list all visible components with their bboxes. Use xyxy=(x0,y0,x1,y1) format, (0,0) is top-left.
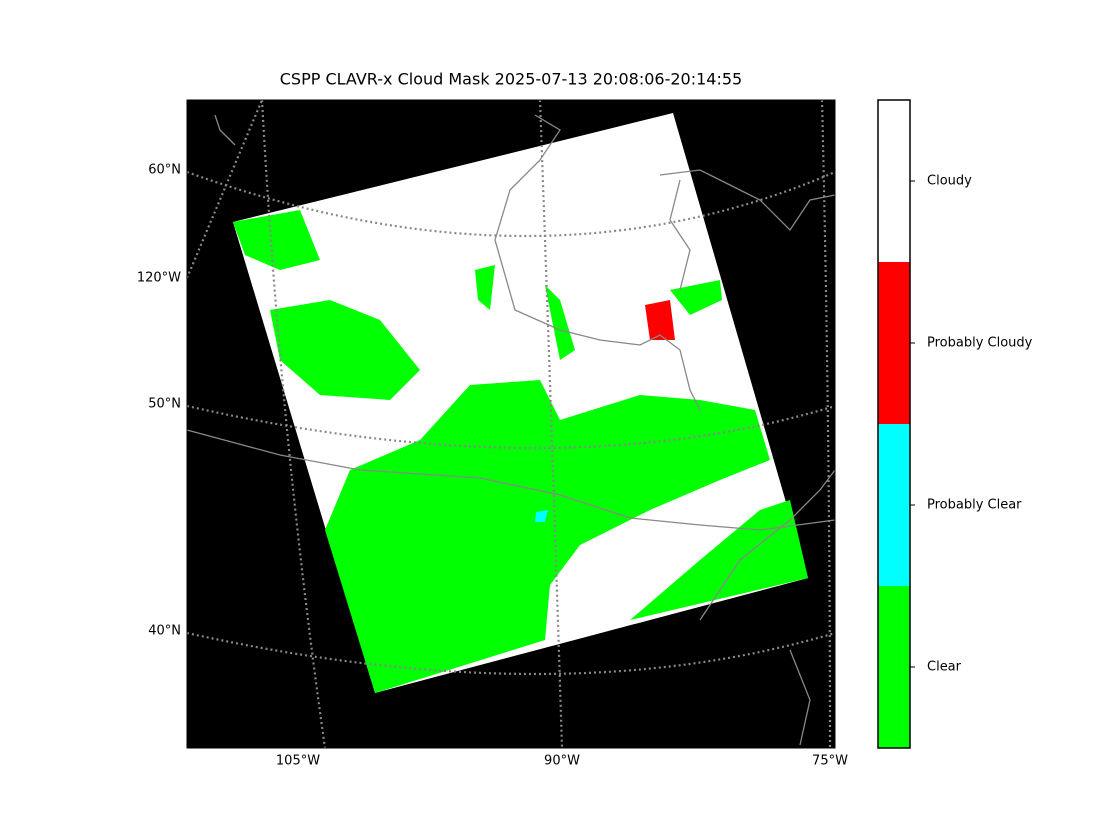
map-frame xyxy=(186,99,836,749)
map-label: 60°N xyxy=(148,163,181,178)
coastline xyxy=(494,114,701,411)
map-label: 40°N xyxy=(148,624,181,639)
map-label: 50°N xyxy=(148,397,181,412)
grid-line xyxy=(186,404,836,450)
grid-line xyxy=(186,170,836,238)
swath-probably-cloudy xyxy=(645,300,675,340)
colorbar-frame xyxy=(877,99,911,749)
colorbar-segment xyxy=(878,424,910,586)
map xyxy=(185,99,836,749)
colorbar-label: Cloudy xyxy=(927,174,972,189)
map-label: 120°W xyxy=(137,271,181,286)
border xyxy=(186,429,836,531)
map-label: 90°W xyxy=(544,754,580,769)
colorbar-label: Probably Cloudy xyxy=(927,336,1033,351)
swath-clear xyxy=(233,210,320,270)
colorbar-segment xyxy=(878,586,910,748)
colorbar-segment xyxy=(878,100,910,262)
swath-clear xyxy=(270,300,420,400)
colorbar-segment xyxy=(878,262,910,424)
map-label: 105°W xyxy=(276,754,320,769)
grid-line xyxy=(185,99,264,279)
title: CSPP CLAVR-x Cloud Mask 2025-07-13 20:08… xyxy=(280,70,742,89)
coastline xyxy=(659,169,836,291)
grid-line xyxy=(186,631,836,676)
swath-probably-clear xyxy=(535,510,548,522)
colorbar: Clear Probably Clear Probably Cloudy Cloudy xyxy=(877,99,1033,749)
map-label: 75°W xyxy=(812,754,848,769)
colorbar-label: Probably Clear xyxy=(927,498,1022,513)
grid-line xyxy=(260,99,327,749)
colorbar-label: Clear xyxy=(927,660,962,675)
coastline xyxy=(214,114,836,746)
swath-clear xyxy=(325,380,770,693)
